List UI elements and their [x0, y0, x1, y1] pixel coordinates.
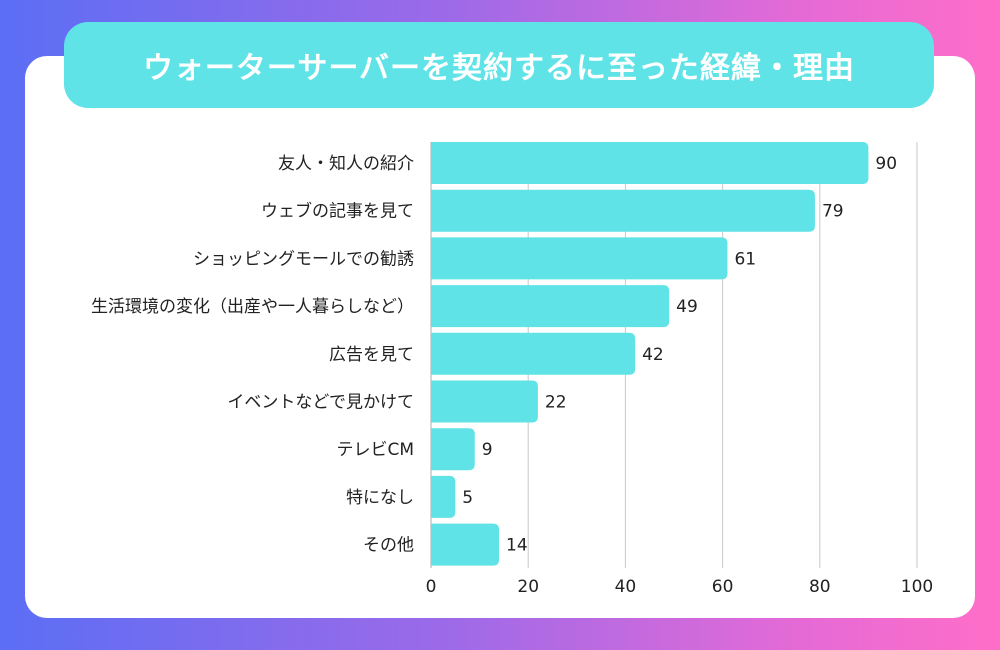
bar: [431, 380, 538, 423]
category-label: テレビCM: [336, 440, 414, 460]
chart-title: ウォーターサーバーを契約するに至った経緯・理由: [142, 51, 856, 86]
x-tick-label: 40: [615, 577, 637, 597]
category-label: 広告を見て: [329, 345, 414, 365]
x-tick-label: 60: [712, 577, 734, 597]
bar: [431, 332, 636, 375]
value-label: 49: [676, 297, 698, 317]
category-label: その他: [363, 536, 414, 556]
value-label: 22: [545, 393, 567, 413]
value-label: 79: [822, 202, 844, 222]
category-label: ショッピングモールでの勧誘: [193, 249, 414, 269]
bar: [431, 285, 670, 328]
value-label: 61: [734, 249, 756, 269]
category-label: ウェブの記事を見て: [261, 201, 414, 222]
bar: [431, 237, 728, 280]
bar: [431, 189, 815, 232]
x-tick-label: 20: [517, 577, 539, 597]
title-banner: ウォーターサーバーを契約するに至った経緯・理由: [64, 22, 934, 108]
category-label: 友人・知人の紹介: [278, 154, 414, 174]
category-label: イベントなどで見かけて: [227, 393, 414, 413]
value-label: 42: [642, 345, 664, 365]
x-tick-label: 0: [426, 577, 437, 597]
bar: [431, 475, 456, 518]
value-label: 14: [506, 536, 528, 556]
x-tick-label: 100: [901, 577, 933, 597]
value-label: 90: [875, 154, 897, 174]
value-label: 5: [462, 488, 473, 508]
value-label: 9: [482, 440, 493, 460]
x-tick-label: 80: [809, 577, 831, 597]
bar: [431, 428, 475, 471]
category-label: 特になし: [346, 488, 414, 508]
category-label: 生活環境の変化（出産や一人暮らしなど）: [91, 297, 414, 317]
bar: [431, 142, 869, 184]
bar: [431, 523, 500, 566]
